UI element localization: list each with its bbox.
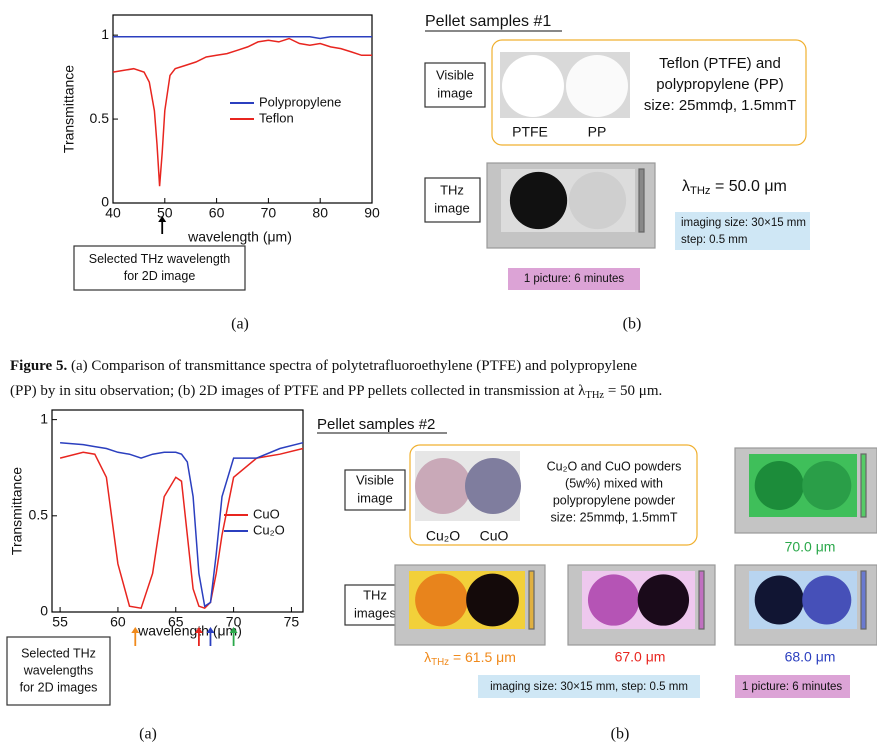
colorbar	[699, 571, 704, 629]
sample-disk	[755, 461, 804, 510]
row-label: Visible	[436, 67, 474, 82]
text-part: (PP) by in situ observation; (b) 2D imag…	[10, 383, 586, 399]
callout-text: Selected THz wavelength	[89, 252, 231, 266]
pellet	[566, 55, 628, 117]
subscript: THz	[690, 185, 711, 197]
photo-label: PTFE	[512, 124, 548, 140]
sample-disk	[755, 575, 804, 624]
time-text: 1 picture: 6 minutes	[742, 681, 843, 693]
x-tick-label: 90	[364, 205, 380, 221]
info-text: imaging size: 30×15 mm	[681, 217, 806, 229]
colorbar	[639, 169, 644, 232]
callout-text: for 2D images	[20, 680, 98, 694]
x-tick-label: 70	[261, 205, 277, 221]
x-axis-label: wavelength (μm)	[187, 229, 292, 245]
colorbar	[861, 571, 866, 629]
colorbar	[861, 454, 866, 517]
text-part: = 50 μm.	[604, 383, 662, 399]
x-tick-label: 50	[157, 205, 173, 221]
photo-label: Cu₂O	[426, 528, 460, 544]
legend-label: Teflon	[259, 110, 294, 125]
row-label: image	[437, 85, 472, 100]
wavelength-label: 67.0 μm	[615, 649, 666, 665]
x-tick-label: 55	[52, 614, 68, 630]
subscript: THz	[431, 657, 449, 668]
info-text: imaging size: 30×15 mm, step: 0.5 mm	[490, 681, 688, 693]
sample-disk	[588, 574, 639, 625]
sample-disk	[802, 461, 851, 510]
text-part: = 61.5 μm	[449, 649, 516, 665]
description-line: size: 25mmф, 1.5mmT	[644, 97, 796, 114]
row-label: images	[354, 605, 396, 620]
pellet	[415, 458, 471, 514]
sample-disk	[802, 575, 851, 624]
y-tick-label: 0	[101, 194, 109, 210]
description-line: polypropylene (PP)	[656, 76, 784, 93]
figure-page: 40506070809000.51PolypropyleneTeflonTran…	[0, 0, 877, 743]
panel-label: (b)	[623, 316, 642, 333]
text-part: = 50.0 μm	[711, 178, 787, 195]
panel-label: (b)	[611, 726, 630, 743]
legend-label: Polypropylene	[259, 94, 341, 109]
photo-label: CuO	[480, 528, 509, 544]
series-line	[113, 37, 372, 39]
callout-text: Selected THz	[21, 646, 96, 660]
row-label: THz	[363, 587, 387, 602]
sample-disk	[415, 574, 468, 627]
caption: (PP) by in situ observation; (b) 2D imag…	[10, 383, 662, 401]
row-label: THz	[440, 182, 464, 197]
colorbar	[529, 571, 534, 629]
caption-text: (a) Comparison of transmittance spectra …	[67, 358, 637, 374]
panel-title: Pellet samples #2	[317, 416, 435, 433]
caption-label: Figure 5.	[10, 358, 67, 374]
x-tick-label: 60	[209, 205, 225, 221]
sample-disk	[466, 574, 519, 627]
sample-disk	[510, 172, 567, 229]
wavelength-label: 68.0 μm	[785, 649, 836, 665]
pellet	[502, 55, 564, 117]
info-text: step: 0.5 mm	[681, 234, 747, 246]
callout-text: for 2D image	[124, 269, 196, 283]
description-line: size: 25mmф, 1.5mmT	[551, 510, 678, 524]
wavelength-label: 70.0 μm	[785, 539, 836, 555]
pellet	[465, 458, 521, 514]
y-tick-label: 1	[40, 410, 48, 426]
row-label: image	[357, 490, 392, 505]
description-line: polypropylene powder	[553, 493, 675, 507]
y-tick-label: 0	[40, 603, 48, 619]
x-tick-label: 60	[110, 614, 126, 630]
caption: Figure 5. (a) Comparison of transmittanc…	[10, 358, 637, 374]
sample-disk	[569, 172, 626, 229]
y-tick-label: 0.5	[29, 507, 49, 523]
y-axis-label: Transmittance	[9, 467, 25, 555]
panel-label: (a)	[231, 316, 249, 333]
x-tick-label: 80	[312, 205, 328, 221]
description-line: (5w%) mixed with	[565, 476, 663, 490]
series-line	[113, 39, 372, 187]
callout-text: wavelengths	[23, 663, 94, 677]
panel-label: (a)	[139, 726, 157, 743]
row-label: Visible	[356, 472, 394, 487]
description-line: Cu₂O and CuO powders	[547, 459, 682, 473]
photo-label: PP	[588, 124, 607, 140]
row-label: image	[434, 200, 469, 215]
legend-label: Cu₂O	[253, 522, 285, 537]
x-tick-label: 75	[284, 614, 300, 630]
legend-label: CuO	[253, 506, 280, 521]
subscript: THz	[585, 390, 604, 401]
time-text: 1 picture: 6 minutes	[524, 273, 625, 285]
wavelength-label: λTHz = 61.5 μm	[424, 649, 516, 668]
y-axis-label: Transmittance	[61, 65, 77, 153]
sample-disk	[638, 574, 689, 625]
wavelength-label: λTHz = 50.0 μm	[682, 178, 787, 197]
text-part: λ	[682, 178, 690, 195]
y-tick-label: 1	[101, 26, 109, 42]
panel-title: Pellet samples #1	[425, 13, 551, 30]
text-part: λ	[424, 649, 431, 665]
x-axis-label: wavelength (μm)	[137, 623, 242, 639]
description-line: Teflon (PTFE) and	[659, 55, 781, 72]
y-tick-label: 0.5	[90, 110, 110, 126]
